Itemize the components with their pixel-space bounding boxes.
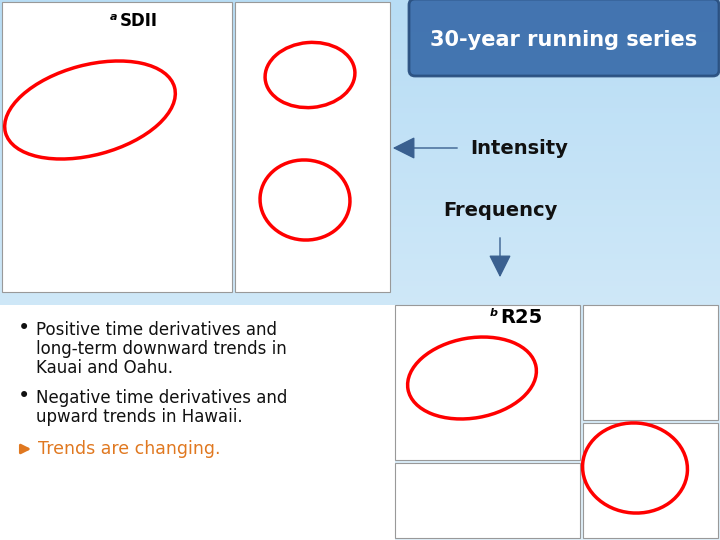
Text: Frequency: Frequency <box>443 200 557 219</box>
Text: Intensity: Intensity <box>470 138 568 158</box>
Bar <box>235 2 390 292</box>
FancyBboxPatch shape <box>409 0 719 76</box>
Bar <box>395 305 580 460</box>
Text: •: • <box>18 318 30 338</box>
Text: a: a <box>110 12 117 22</box>
Text: upward trends in Hawaii.: upward trends in Hawaii. <box>36 408 243 426</box>
Text: SDII: SDII <box>120 12 158 30</box>
Text: R25: R25 <box>500 308 542 327</box>
Text: 30-year running series: 30-year running series <box>431 30 698 50</box>
Text: Negative time derivatives and: Negative time derivatives and <box>36 389 287 407</box>
Text: Kauai and Oahu.: Kauai and Oahu. <box>36 359 173 377</box>
Text: •: • <box>18 386 30 406</box>
Bar <box>395 463 580 538</box>
Text: long-term downward trends in: long-term downward trends in <box>36 340 287 358</box>
Bar <box>583 423 718 538</box>
Bar <box>2 2 232 292</box>
Text: b: b <box>490 308 498 318</box>
Bar <box>0 305 395 540</box>
Text: Trends are changing.: Trends are changing. <box>38 440 220 458</box>
Text: Positive time derivatives and: Positive time derivatives and <box>36 321 277 339</box>
Bar <box>583 305 718 420</box>
